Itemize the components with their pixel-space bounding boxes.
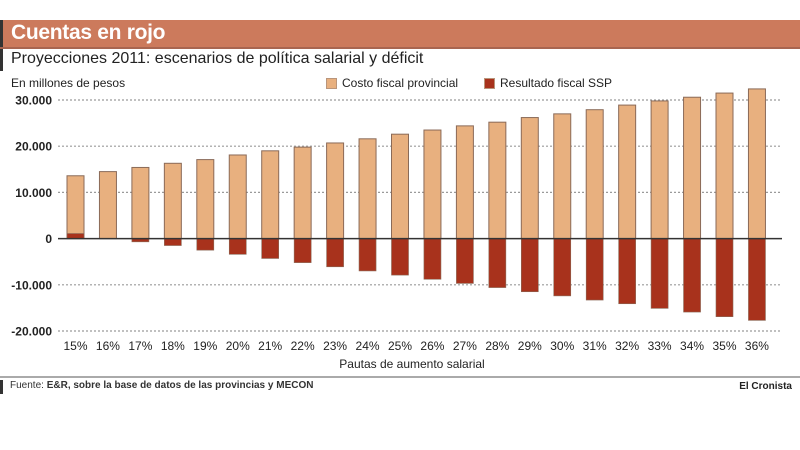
legend-swatch-costo bbox=[326, 77, 337, 89]
bar-costo bbox=[98, 171, 117, 240]
bar-resultado bbox=[228, 238, 247, 255]
bar-resultado bbox=[423, 238, 442, 280]
source-text: E&R, sobre la base de datos de las provi… bbox=[46, 380, 314, 391]
bar-costo bbox=[585, 109, 604, 240]
x-tick-label: 28% bbox=[485, 339, 509, 353]
bar-resultado bbox=[66, 233, 85, 239]
bar-resultado bbox=[358, 238, 377, 272]
x-tick-label: 18% bbox=[161, 339, 185, 353]
bar-resultado bbox=[261, 238, 280, 259]
bar-costo bbox=[488, 121, 507, 240]
footer-accent bbox=[0, 380, 3, 394]
x-tick-label: 15% bbox=[63, 339, 87, 353]
y-tick-label: 10.000 bbox=[15, 186, 52, 200]
x-tick-label: 20% bbox=[226, 339, 250, 353]
bar-resultado bbox=[748, 238, 766, 321]
bar-resultado bbox=[164, 238, 182, 246]
x-tick-label: 25% bbox=[388, 339, 412, 353]
bar-resultado bbox=[715, 238, 734, 317]
bar-costo bbox=[163, 162, 182, 240]
x-tick-label: 31% bbox=[583, 339, 607, 353]
bar-costo bbox=[293, 146, 312, 240]
x-tick-label: 32% bbox=[615, 339, 639, 353]
bar-resultado bbox=[326, 238, 344, 268]
y-tick-label: 20.000 bbox=[15, 140, 52, 154]
bar-resultado bbox=[618, 238, 636, 305]
header-title: Cuentas en rojo bbox=[11, 21, 166, 44]
legend-item-costo: Costo fiscal provincial bbox=[326, 76, 458, 90]
bar-resultado bbox=[456, 238, 474, 284]
x-tick-label: 16% bbox=[96, 339, 120, 353]
bar-costo bbox=[228, 154, 247, 240]
bar-costo bbox=[683, 96, 702, 240]
bar-resultado bbox=[650, 238, 669, 309]
bar-resultado bbox=[391, 238, 409, 276]
bar-resultado bbox=[520, 238, 539, 293]
bar-costo bbox=[326, 142, 345, 240]
bar-costo bbox=[618, 104, 637, 240]
x-tick-label: 19% bbox=[193, 339, 217, 353]
x-tick-label: 30% bbox=[550, 339, 574, 353]
bar-costo bbox=[747, 88, 766, 240]
x-tick-label: 26% bbox=[420, 339, 444, 353]
bar-resultado bbox=[488, 238, 507, 288]
y-tick-label: -20.000 bbox=[11, 325, 52, 339]
x-tick-label: 17% bbox=[128, 339, 152, 353]
x-tick-label: 29% bbox=[518, 339, 542, 353]
bar-costo bbox=[261, 150, 280, 240]
bar-costo bbox=[358, 138, 377, 240]
bar-costo bbox=[520, 117, 539, 240]
bar-resultado bbox=[293, 238, 312, 263]
y-tick-label: 30.000 bbox=[15, 94, 52, 108]
y-tick-label: -10.000 bbox=[11, 278, 52, 292]
x-tick-label: 27% bbox=[453, 339, 477, 353]
legend-swatch-resultado bbox=[484, 77, 495, 89]
bar-resultado bbox=[553, 238, 572, 297]
bar-costo bbox=[455, 125, 474, 240]
y-tick-label: 0 bbox=[45, 232, 52, 246]
bar-costo bbox=[650, 100, 669, 240]
chart-subtitle: Proyecciones 2011: escenarios de polític… bbox=[11, 50, 424, 67]
x-tick-label: 35% bbox=[712, 339, 736, 353]
bar-costo bbox=[423, 129, 442, 240]
bar-resultado bbox=[683, 238, 701, 313]
header-accent bbox=[0, 20, 3, 47]
bars bbox=[66, 88, 766, 321]
units-label: En millones de pesos bbox=[11, 76, 126, 90]
bar-resultado bbox=[585, 238, 604, 301]
x-tick-labels: 15% 16% 17% 18% 19% 20% 21% 22% 23% 24% 25% 26% 27% 2… bbox=[63, 339, 769, 353]
source-label: Fuente: bbox=[10, 380, 44, 391]
y-tick-labels: 30.000 20.000 10.000 0 -10.000 -20.000 bbox=[11, 94, 52, 339]
bar-costo bbox=[196, 159, 215, 240]
grid-lines bbox=[58, 99, 782, 332]
bar-costo bbox=[553, 113, 572, 240]
legend-label-resultado: Resultado fiscal SSP bbox=[500, 76, 613, 90]
header-bar: Cuentas en rojo bbox=[0, 20, 800, 49]
footer-divider bbox=[0, 376, 800, 378]
bar-costo bbox=[391, 133, 409, 240]
bar-costo bbox=[715, 92, 734, 240]
legend-label-costo: Costo fiscal provincial bbox=[342, 76, 459, 90]
bar-costo bbox=[131, 166, 150, 240]
x-axis-label: Pautas de aumento salarial bbox=[339, 357, 484, 371]
x-tick-label: 34% bbox=[680, 339, 704, 353]
x-tick-label: 23% bbox=[323, 339, 347, 353]
bar-resultado bbox=[196, 238, 215, 251]
x-tick-label: 36% bbox=[745, 339, 769, 353]
brand-credit: El Cronista bbox=[739, 381, 792, 392]
source-note: Fuente: E&R, sobre la base de datos de l… bbox=[10, 380, 313, 391]
bar-costo bbox=[66, 175, 85, 240]
x-tick-label: 22% bbox=[291, 339, 315, 353]
x-tick-label: 24% bbox=[356, 339, 380, 353]
x-tick-label: 21% bbox=[258, 339, 282, 353]
legend-item-resultado: Resultado fiscal SSP bbox=[484, 76, 612, 90]
subtitle-accent bbox=[0, 49, 3, 71]
x-tick-label: 33% bbox=[648, 339, 672, 353]
